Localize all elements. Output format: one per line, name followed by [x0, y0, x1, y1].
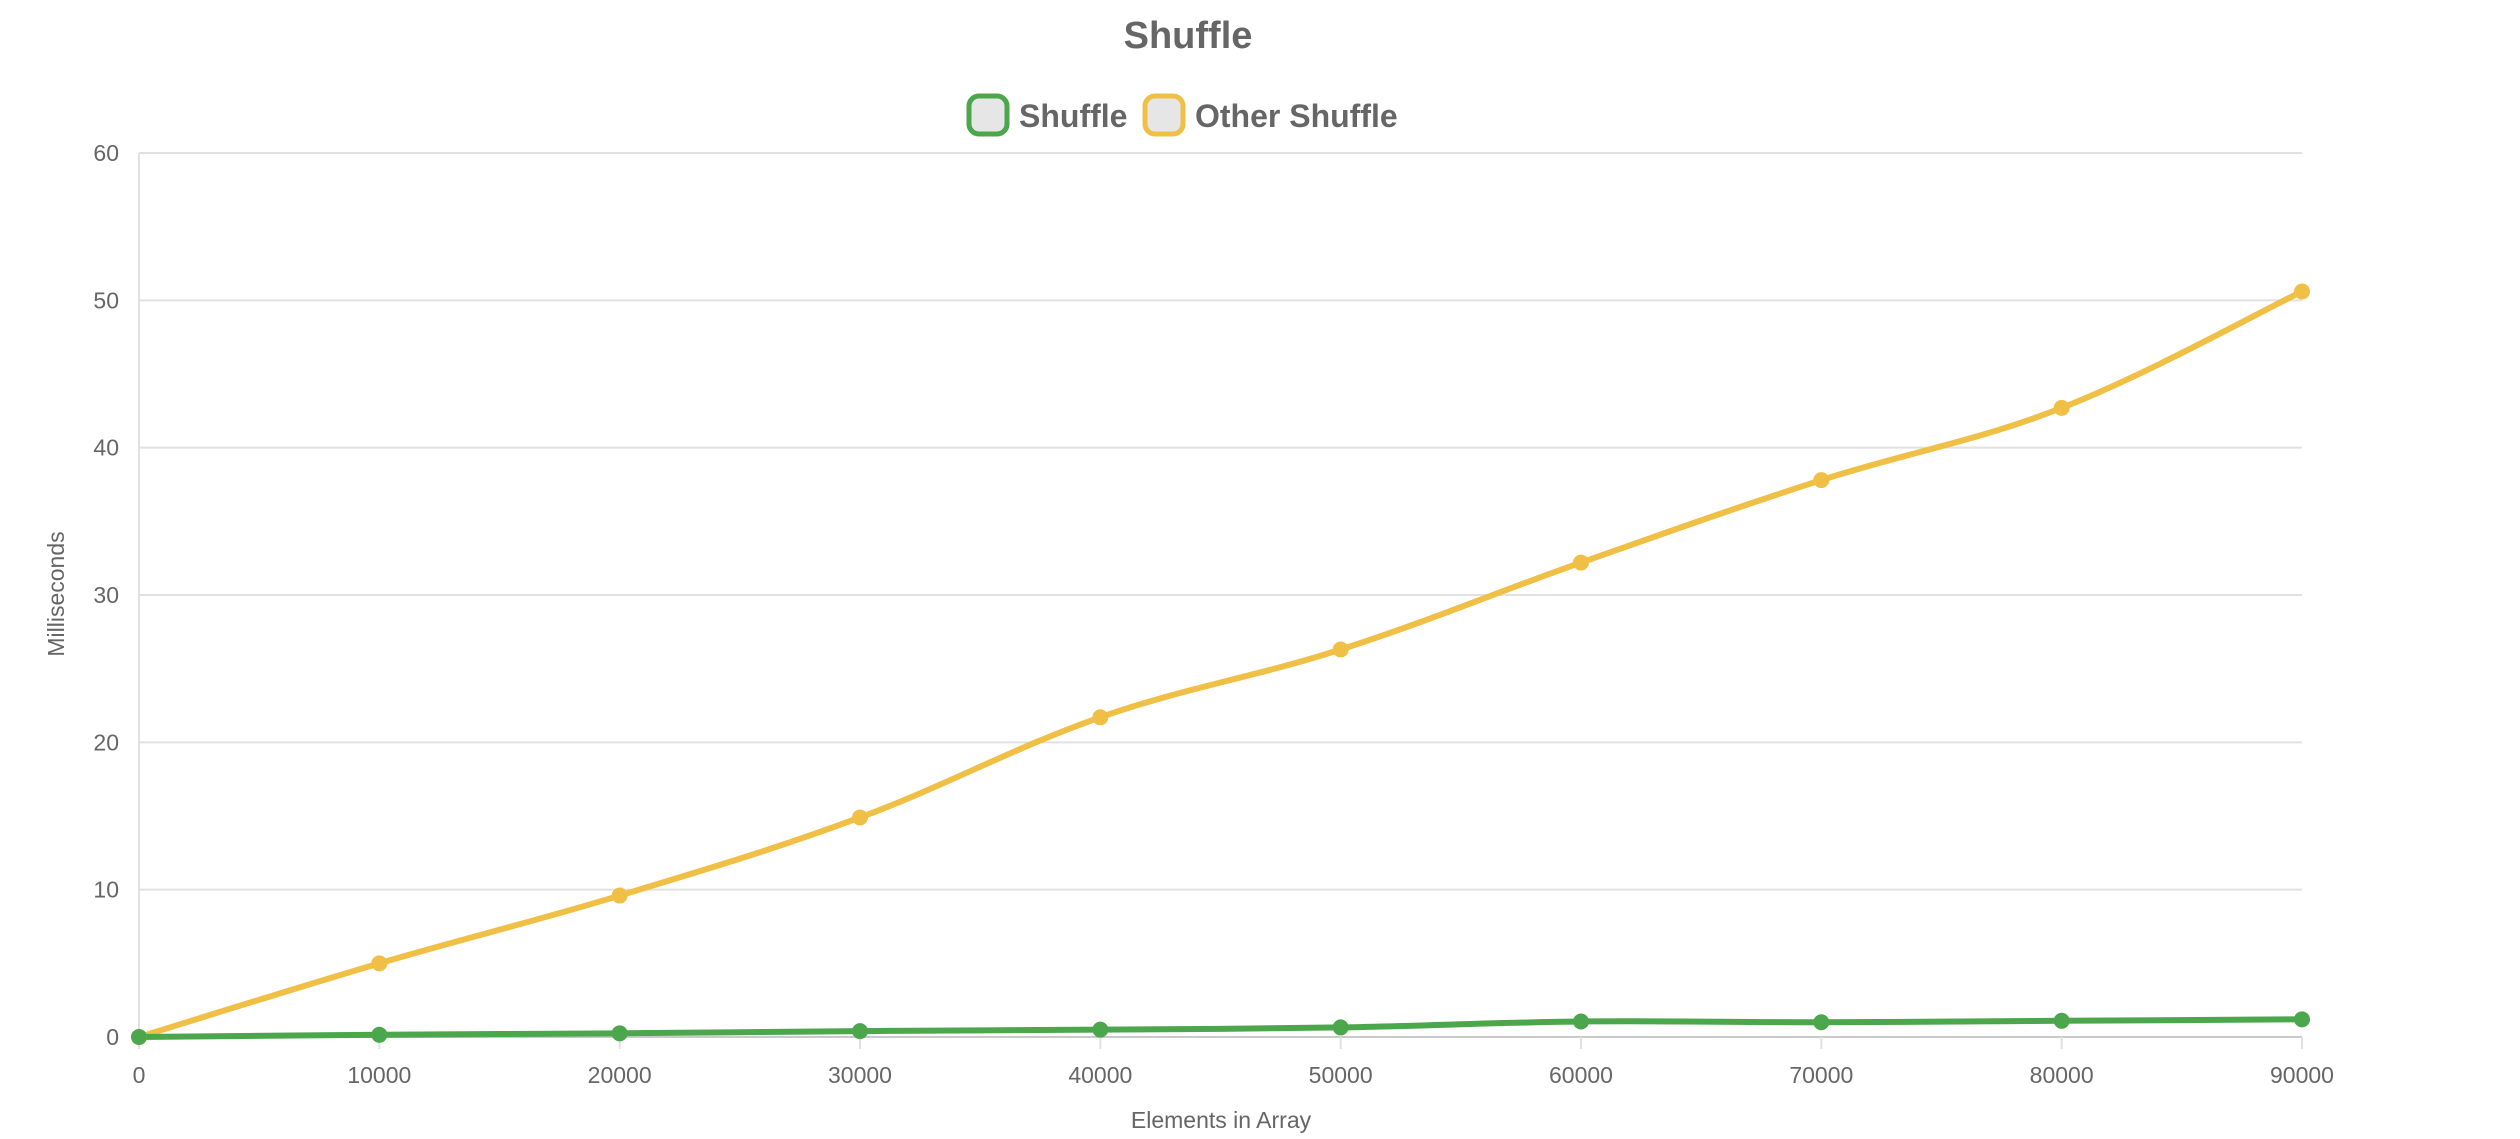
legend: Shuffle Other Shuffle: [966, 93, 1398, 137]
x-tick-label: 30000: [828, 1062, 892, 1088]
legend-item-other-shuffle[interactable]: Other Shuffle: [1142, 93, 1398, 137]
data-point-other-shuffle[interactable]: [2053, 399, 2070, 416]
legend-swatch: [1142, 93, 1186, 137]
legend-label: Shuffle: [1019, 98, 1127, 134]
series-lines: [136, 288, 2305, 1040]
data-point-other-shuffle[interactable]: [1332, 641, 1349, 658]
data-point-shuffle[interactable]: [1092, 1021, 1109, 1038]
data-point-other-shuffle[interactable]: [1092, 709, 1109, 726]
x-tick-label: 0: [133, 1062, 146, 1088]
y-tick-label: 10: [93, 877, 119, 903]
data-point-shuffle[interactable]: [2294, 1011, 2310, 1028]
y-tick-label: 20: [93, 729, 119, 755]
data-point-other-shuffle[interactable]: [852, 809, 868, 826]
x-axis-ticks: 0 10000 20000 30000 40000 50000 60000 70000 8000…: [133, 1037, 2334, 1088]
x-tick-label: 60000: [1549, 1062, 1613, 1088]
y-tick-label: 0: [106, 1024, 119, 1050]
x-tick-label: 10000: [347, 1062, 411, 1088]
y-axis-ticks: 0 10 20 30 40 50 60: [93, 140, 119, 1050]
legend-swatch: [966, 93, 1010, 137]
data-point-shuffle[interactable]: [371, 1026, 388, 1043]
data-point-shuffle[interactable]: [1332, 1019, 1349, 1036]
data-point-other-shuffle[interactable]: [371, 955, 388, 972]
data-point-other-shuffle[interactable]: [2294, 283, 2310, 300]
data-point-shuffle[interactable]: [2053, 1012, 2070, 1029]
y-tick-label: 30: [93, 582, 119, 608]
data-point-shuffle[interactable]: [611, 1025, 628, 1042]
data-point-other-shuffle[interactable]: [1813, 472, 1830, 489]
x-tick-label: 40000: [1068, 1062, 1132, 1088]
data-point-shuffle[interactable]: [852, 1023, 868, 1040]
chart-title: Shuffle: [1124, 15, 1253, 57]
y-tick-label: 60: [93, 140, 119, 166]
x-tick-label: 80000: [2030, 1062, 2094, 1088]
grid: [138, 152, 2302, 1049]
legend-item-shuffle[interactable]: Shuffle: [966, 93, 1127, 137]
data-point-shuffle[interactable]: [1813, 1014, 1830, 1031]
y-tick-label: 40: [93, 435, 119, 461]
series-line-other-shuffle: [136, 288, 2305, 1040]
data-point-shuffle[interactable]: [1573, 1013, 1589, 1030]
x-axis-label: Elements in Array: [1131, 1107, 1312, 1133]
legend-label: Other Shuffle: [1195, 98, 1398, 134]
data-point-other-shuffle[interactable]: [1573, 554, 1589, 571]
data-point-other-shuffle[interactable]: [611, 887, 628, 904]
x-tick-label: 70000: [1789, 1062, 1853, 1088]
series-points: [131, 283, 2310, 1045]
series-line-shuffle: [136, 1016, 2305, 1040]
x-tick-label: 50000: [1309, 1062, 1373, 1088]
data-point-shuffle[interactable]: [131, 1029, 147, 1045]
y-tick-label: 50: [93, 287, 119, 313]
y-axis-label: Milliseconds: [43, 531, 69, 656]
x-tick-label: 20000: [588, 1062, 652, 1088]
x-tick-label: 90000: [2270, 1062, 2334, 1088]
